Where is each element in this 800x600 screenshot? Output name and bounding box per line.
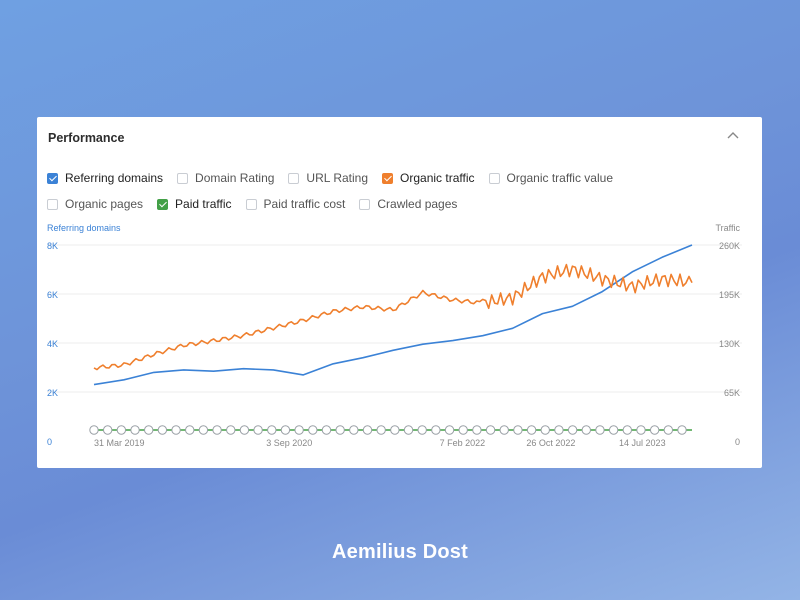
x-tick-label: 31 Mar 2019 <box>94 438 145 448</box>
annotation-marker <box>376 425 386 435</box>
annotation-marker <box>417 425 427 435</box>
annotation-marker <box>349 425 359 435</box>
checkbox-organic-pages[interactable] <box>47 198 58 210</box>
card-title: Performance <box>48 131 125 145</box>
left-tick-label: 6K <box>47 290 58 300</box>
annotation-marker <box>294 425 304 435</box>
checkbox-paid-traffic[interactable] <box>157 198 169 210</box>
option-label: Crawled pages <box>377 197 458 211</box>
left-tick-label: 2K <box>47 388 58 398</box>
options-row-2: Organic pages Paid traffic Paid traffic co… <box>47 191 747 217</box>
right-tick-label: 65K <box>724 388 740 398</box>
annotation-marker <box>458 425 468 435</box>
option-paid-traffic[interactable]: Paid traffic <box>157 197 232 211</box>
annotation-marker <box>663 425 674 435</box>
left-tick-label: 4K <box>47 339 58 349</box>
annotation-marker <box>499 425 509 435</box>
checkbox-paid-traffic-cost[interactable] <box>245 198 257 210</box>
option-label: Domain Rating <box>195 171 275 185</box>
annotation-marker <box>472 425 482 435</box>
left-axis-title: Referring domains <box>47 223 121 233</box>
option-referring-domains[interactable]: Referring domains <box>47 171 163 185</box>
annotation-marker <box>143 425 154 435</box>
x-tick-label: 7 Feb 2022 <box>440 438 486 448</box>
annotation-marker <box>308 425 318 435</box>
annotation-marker <box>513 425 523 435</box>
annotation-marker <box>608 425 619 435</box>
annotation-marker <box>390 425 400 435</box>
option-crawled-pages[interactable]: Crawled pages <box>359 197 457 211</box>
annotation-marker <box>253 425 263 435</box>
x-tick-label: 14 Jul 2023 <box>619 438 666 448</box>
x-tick-label: 3 Sep 2020 <box>266 438 312 448</box>
chevron-up-icon[interactable] <box>726 129 740 143</box>
annotation-marker <box>130 425 140 435</box>
annotation-marker <box>677 425 687 435</box>
option-label: Organic pages <box>65 197 144 211</box>
checkbox-url-rating[interactable] <box>288 172 300 184</box>
annotation-marker <box>540 425 550 435</box>
metric-options: Referring domains Domain Rating URL Rating… <box>47 165 747 217</box>
annotation-marker <box>226 425 236 435</box>
annotation-marker <box>102 425 113 435</box>
series-line-referring-domains <box>93 244 693 386</box>
annotation-marker <box>212 425 222 435</box>
annotation-marker <box>171 425 181 435</box>
annotation-marker <box>89 425 99 435</box>
annotation-marker <box>185 425 195 435</box>
left-tick-label: 0 <box>47 437 52 447</box>
option-label: Paid traffic <box>175 197 232 211</box>
checkbox-referring-domains[interactable] <box>47 172 58 184</box>
annotation-marker <box>526 425 537 435</box>
option-paid-traffic-cost[interactable]: Paid traffic cost <box>245 197 346 211</box>
annotation-marker <box>554 425 564 435</box>
annotation-marker <box>280 425 291 435</box>
performance-card: Performance Referring domains Domain Rati… <box>37 117 762 468</box>
annotation-marker <box>649 425 660 435</box>
x-tick-label: 26 Oct 2022 <box>526 438 575 448</box>
checkbox-crawled-pages[interactable] <box>359 198 371 210</box>
option-label: URL Rating <box>306 171 369 185</box>
annotation-marker <box>321 425 332 435</box>
right-tick-label: 195K <box>719 290 740 300</box>
option-organic-traffic-value[interactable]: Organic traffic value <box>488 171 614 185</box>
option-label: Organic traffic <box>400 171 475 185</box>
option-label: Organic traffic value <box>506 171 614 185</box>
option-url-rating[interactable]: URL Rating <box>288 171 368 185</box>
right-tick-label: 260K <box>719 241 740 251</box>
series-line-organic-traffic <box>93 263 693 371</box>
annotation-marker <box>431 425 441 435</box>
left-tick-label: 8K <box>47 241 58 251</box>
checkbox-organic-traffic-value[interactable] <box>488 172 500 184</box>
annotation-marker <box>485 425 496 435</box>
annotation-marker <box>622 425 633 435</box>
checkbox-organic-traffic[interactable] <box>382 172 394 184</box>
annotation-marker <box>403 425 414 435</box>
annotation-marker <box>267 425 277 435</box>
option-organic-traffic[interactable]: Organic traffic <box>382 171 475 185</box>
annotation-marker <box>157 425 168 435</box>
annotation-marker <box>567 425 578 435</box>
annotation-marker <box>198 425 209 435</box>
annotation-marker <box>362 425 373 435</box>
option-domain-rating[interactable]: Domain Rating <box>177 171 274 185</box>
option-label: Referring domains <box>65 171 164 185</box>
annotation-marker <box>444 425 455 435</box>
right-tick-label: 130K <box>719 339 740 349</box>
annotation-marker <box>581 425 591 435</box>
option-label: Paid traffic cost <box>263 197 346 211</box>
annotation-marker <box>636 425 646 435</box>
performance-chart: 0 0 2K 65K 4K 130K 6K 195K 8K 260K 31 Mar 2019 3 Se… <box>47 241 742 448</box>
annotation-marker <box>239 425 250 435</box>
annotation-marker <box>335 425 345 435</box>
annotation-marker <box>116 425 127 435</box>
option-organic-pages[interactable]: Organic pages <box>47 197 143 211</box>
options-row-1: Referring domains Domain Rating URL Rating… <box>47 165 747 191</box>
annotation-marker <box>595 425 605 435</box>
right-axis-title: Traffic <box>715 223 740 233</box>
right-tick-label: 0 <box>735 437 740 447</box>
author-name: Aemilius Dost <box>332 541 468 563</box>
checkbox-domain-rating[interactable] <box>177 172 189 184</box>
